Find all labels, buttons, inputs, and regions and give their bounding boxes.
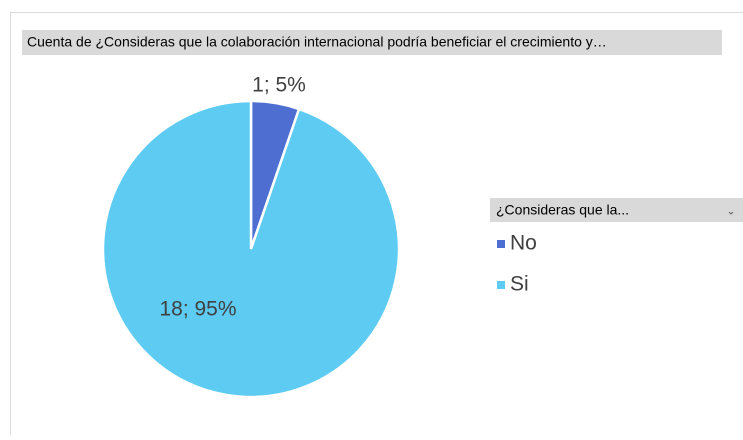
pie-slice bbox=[103, 101, 399, 397]
legend-swatch bbox=[497, 281, 505, 289]
data-label: 1; 5% bbox=[252, 74, 306, 97]
legend-swatch bbox=[497, 240, 505, 248]
legend-label: Si bbox=[510, 273, 529, 296]
data-label: 18; 95% bbox=[159, 298, 236, 321]
legend-title: ¿Consideras que la... bbox=[496, 202, 629, 218]
legend-label: No bbox=[510, 232, 537, 255]
chart-title: Cuenta de ¿Consideras que la colaboració… bbox=[27, 34, 607, 50]
